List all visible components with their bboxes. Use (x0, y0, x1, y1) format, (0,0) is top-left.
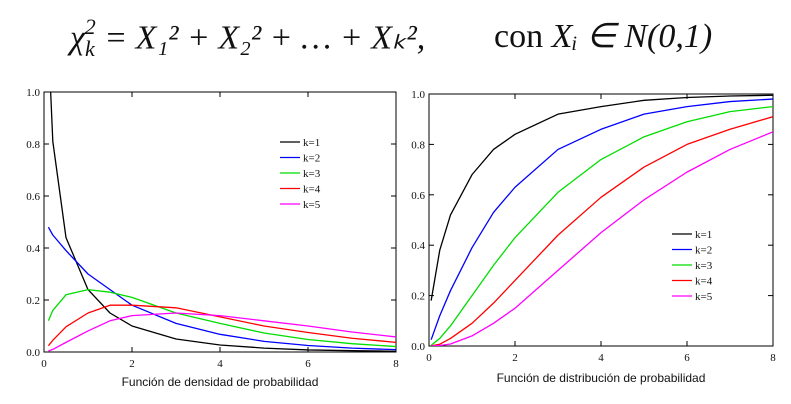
chi-symbol: χ (70, 19, 85, 57)
legend-label: k=5 (695, 291, 713, 303)
formula-condition: con Xᵢ ∈ N(0,1) (494, 16, 712, 56)
legend-label: k=1 (695, 229, 712, 241)
x-tick-label: 4 (217, 358, 223, 370)
legend-label: k=4 (695, 276, 713, 288)
legend-label: k=5 (303, 199, 321, 211)
x-tick-label: 6 (684, 352, 690, 364)
y-tick-label: 1.0 (26, 87, 40, 99)
y-tick-label: 0.6 (411, 190, 425, 202)
x-axis-label: Función de densidad de probabilidad (122, 375, 319, 389)
series-line-k=5 (48, 312, 396, 352)
formula-equation: χk2 = X₁² + X₂² + … + Xₖ², (70, 14, 426, 62)
x-tick-label: 2 (129, 358, 135, 370)
legend-label: k=2 (303, 153, 320, 165)
y-tick-label: 0.4 (26, 243, 40, 255)
series-line-k=4 (47, 304, 396, 347)
pdf-chart: 0.0 0.2 0.4 0.6 0.8 1.0 0 2 4 6 8 Función de densid… (26, 87, 399, 389)
x-tick-label: 4 (598, 352, 604, 364)
y-tick-label: 0.2 (411, 291, 425, 303)
chi-subscript: k (84, 36, 95, 62)
x-tick-label: 6 (305, 358, 311, 370)
series-line-k=4 (431, 116, 773, 346)
x-tick-label: 8 (770, 352, 776, 364)
series-line-k=3 (430, 105, 773, 346)
series-line-k=1 (50, 92, 396, 352)
formula: χk2 = X₁² + X₂² + … + Xₖ², con Xᵢ ∈ N(0,… (0, 8, 791, 64)
series-line-k=3 (47, 288, 396, 348)
y-tick-label: 0.4 (411, 240, 425, 252)
formula-rhs: = X₁² + X₂² + … + Xₖ², (104, 19, 426, 57)
y-tick-label: 0.8 (411, 139, 425, 151)
legend-label: k=3 (695, 260, 713, 272)
series-line-k=1 (430, 94, 773, 301)
x-tick-label: 2 (512, 352, 518, 364)
legend-label: k=4 (303, 184, 321, 196)
y-tick-label: 0.6 (26, 191, 40, 203)
y-tick-label: 0.8 (26, 139, 40, 151)
y-tick-label: 0.0 (26, 347, 40, 359)
x-tick-label: 8 (393, 358, 399, 370)
y-tick-label: 1.0 (411, 89, 425, 101)
condition-word: con (494, 18, 544, 55)
chi-superscript: 2 (84, 14, 96, 39)
legend-label: k=2 (695, 245, 712, 257)
y-tick-label: 0.2 (26, 295, 40, 307)
x-tick-label: 0 (426, 352, 432, 364)
legend-label: k=1 (303, 137, 320, 149)
legend-label: k=3 (303, 168, 321, 180)
cdf-chart: 0.0 0.2 0.4 0.6 0.8 1.0 0 2 4 6 8 Función de distri… (411, 89, 776, 385)
y-tick-label: 0.0 (411, 341, 425, 353)
x-axis-label: Función de distribución de probabilidad (497, 371, 706, 385)
series-line-k=5 (431, 131, 773, 346)
x-tick-label: 0 (41, 358, 47, 370)
series-line-k=2 (430, 98, 773, 340)
condition-expression: Xᵢ ∈ N(0,1) (551, 18, 713, 55)
plot-frame (43, 91, 397, 353)
